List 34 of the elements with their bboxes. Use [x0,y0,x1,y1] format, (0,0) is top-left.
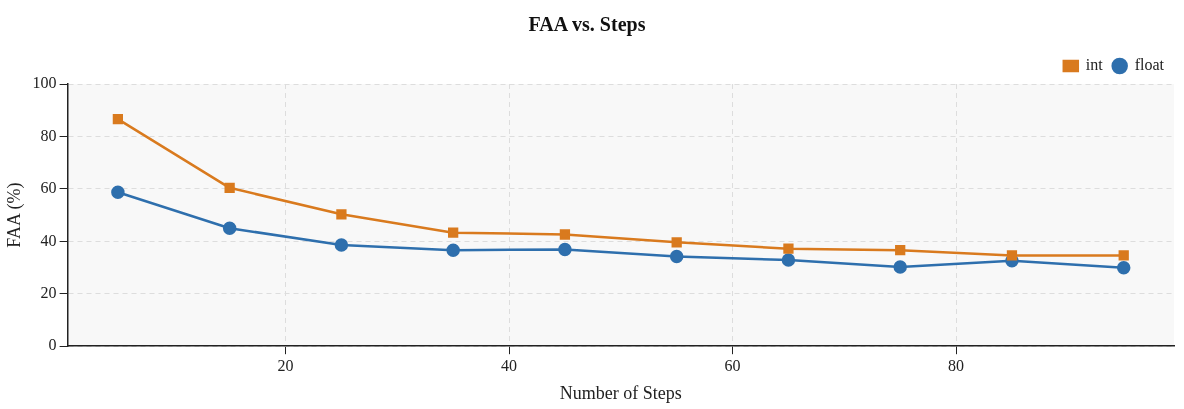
point [224,182,235,193]
x-axis-title: Number of Steps [559,382,682,403]
x-tick-label: 60 [724,357,741,374]
y-tick-label: 60 [40,179,57,197]
point [671,237,682,248]
x-tick-label: 80 [948,357,965,374]
y-tick-label: 20 [40,283,57,301]
point [1006,250,1018,261]
point [895,245,906,256]
point [781,253,796,267]
point [559,229,571,240]
y-tick-label: 100 [32,74,57,92]
y-tick-label: 40 [40,231,57,249]
point [893,260,907,274]
x-tick-label: 20 [277,357,294,374]
y-axis-title: FAA (%) [3,182,25,248]
point [448,227,459,238]
y-tick-label: 0 [48,336,57,354]
point [1116,261,1131,275]
point [112,114,124,125]
chart-title: FAA vs. Steps [528,13,646,37]
point [1118,250,1129,261]
point [111,185,125,200]
legend-label: float [1134,56,1165,74]
legend-label: int [1085,56,1104,74]
point [558,242,572,257]
x-tick-label: 40 [501,357,518,374]
point [222,221,237,235]
point [336,209,347,220]
point [669,249,684,264]
y-tick-label: 80 [40,126,57,144]
point [446,243,460,257]
point [334,238,349,252]
point [783,243,794,254]
